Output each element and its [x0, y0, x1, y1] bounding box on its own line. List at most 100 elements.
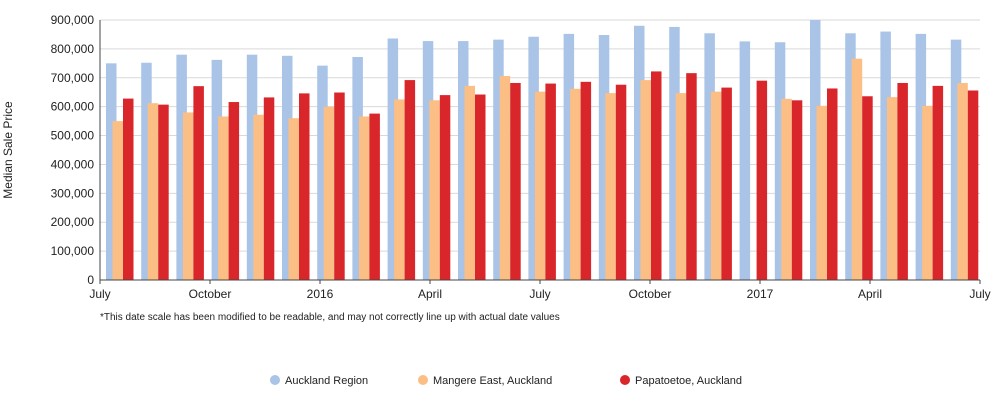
bar-papatoetoe-auckland	[123, 98, 134, 280]
bar-auckland-region	[211, 59, 223, 281]
bar-auckland-region	[810, 20, 821, 280]
bar-papatoetoe-auckland	[193, 86, 204, 280]
bar-mangere-east-auckland	[781, 98, 792, 281]
bar-papatoetoe-auckland	[404, 80, 416, 280]
bar-papatoetoe-auckland	[334, 92, 345, 280]
bar-mangere-east-auckland	[851, 58, 863, 281]
y-axis-title: Median Sale Price	[1, 101, 15, 199]
y-tick-label: 700,000	[51, 71, 95, 85]
x-tick-label: 2016	[307, 287, 334, 301]
legend-item: Auckland Region	[270, 375, 368, 387]
bar-mangere-east-auckland	[816, 105, 827, 280]
y-tick-label: 600,000	[51, 100, 95, 114]
bar-auckland-region	[774, 42, 786, 280]
bar-auckland-region	[246, 54, 258, 280]
bar-papatoetoe-auckland	[545, 83, 556, 280]
x-tick-label: April	[858, 287, 882, 301]
x-tick-label: July	[529, 287, 550, 301]
bar-auckland-region	[422, 41, 434, 281]
bar-auckland-region	[634, 25, 645, 281]
bar-mangere-east-auckland	[675, 93, 687, 280]
bar-papatoetoe-auckland	[158, 104, 169, 280]
bar-mangere-east-auckland	[957, 82, 968, 280]
bar-auckland-region	[704, 33, 715, 280]
bar-papatoetoe-auckland	[932, 85, 944, 281]
bar-mangere-east-auckland	[323, 106, 335, 280]
bar-papatoetoe-auckland	[897, 82, 908, 280]
bar-papatoetoe-auckland	[967, 90, 979, 281]
bar-mangere-east-auckland	[429, 100, 440, 280]
y-tick-label: 100,000	[51, 244, 95, 258]
legend-item: Papatoetoe, Auckland	[620, 375, 742, 387]
bars	[106, 20, 979, 281]
bar-auckland-region	[387, 38, 399, 280]
bar-auckland-region	[880, 31, 891, 281]
axes: 0 100,000 200,000 300,000 400,000 500,000 600,…	[51, 13, 991, 301]
bar-papatoetoe-auckland	[686, 73, 697, 280]
legend-item: Mangere East, Auckland	[418, 375, 552, 387]
bar-auckland-region	[950, 39, 962, 280]
bar-mangere-east-auckland	[218, 116, 229, 281]
bar-mangere-east-auckland	[253, 114, 264, 280]
x-tick-label: October	[189, 287, 232, 301]
x-tick-label: April	[418, 287, 442, 301]
y-tick-label: 900,000	[51, 13, 95, 27]
bar-papatoetoe-auckland	[439, 95, 451, 280]
y-tick-label: 0	[87, 273, 94, 287]
x-tick-label: July	[89, 287, 110, 301]
bar-papatoetoe-auckland	[721, 87, 732, 280]
bar-mangere-east-auckland	[534, 91, 546, 280]
legend-label: Mangere East, Auckland	[433, 375, 552, 387]
bar-papatoetoe-auckland	[299, 93, 310, 280]
legend-label: Papatoetoe, Auckland	[635, 375, 742, 387]
bar-mangere-east-auckland	[464, 85, 475, 281]
bar-papatoetoe-auckland	[228, 102, 240, 280]
bar-auckland-region	[669, 26, 680, 281]
bar-papatoetoe-auckland	[615, 84, 627, 281]
bar-papatoetoe-auckland	[651, 71, 662, 280]
bar-papatoetoe-auckland	[475, 94, 486, 280]
y-tick-label: 400,000	[51, 157, 95, 171]
y-tick-label: 300,000	[51, 186, 95, 200]
legend-swatch	[620, 375, 630, 385]
bar-mangere-east-auckland	[358, 116, 370, 281]
bar-papatoetoe-auckland	[263, 97, 275, 280]
bar-mangere-east-auckland	[288, 118, 299, 280]
bar-auckland-region	[282, 55, 293, 280]
date-scale-footnote: *This date scale has been modified to be…	[100, 312, 560, 323]
bar-auckland-region	[352, 56, 363, 281]
bar-mangere-east-auckland	[710, 91, 722, 280]
legend-swatch	[418, 375, 428, 385]
bar-auckland-region	[739, 41, 751, 280]
bar-papatoetoe-auckland	[510, 82, 521, 280]
bar-auckland-region	[141, 62, 152, 281]
bar-auckland-region	[493, 39, 504, 280]
bar-auckland-region	[317, 65, 328, 280]
y-tick-label: 200,000	[51, 215, 95, 229]
bar-mangere-east-auckland	[394, 99, 405, 280]
bar-auckland-region	[915, 33, 927, 281]
bar-papatoetoe-auckland	[580, 81, 592, 280]
bar-auckland-region	[106, 63, 117, 280]
bar-papatoetoe-auckland	[791, 100, 803, 280]
bar-auckland-region	[845, 33, 856, 280]
bar-papatoetoe-auckland	[862, 96, 873, 281]
bar-mangere-east-auckland	[499, 76, 511, 280]
legend-swatch	[270, 375, 280, 385]
bar-mangere-east-auckland	[605, 93, 616, 280]
legend: Auckland Region Mangere East, Auckland Pap…	[270, 375, 742, 387]
bar-auckland-region	[528, 36, 539, 281]
bar-mangere-east-auckland	[147, 103, 159, 280]
bar-papatoetoe-auckland	[827, 88, 838, 280]
legend-label: Auckland Region	[285, 375, 368, 387]
x-tick-label: October	[629, 287, 672, 301]
bar-mangere-east-auckland	[886, 97, 898, 280]
bar-mangere-east-auckland	[640, 80, 651, 280]
bar-auckland-region	[458, 41, 469, 281]
bar-auckland-region	[598, 35, 610, 280]
bar-papatoetoe-auckland	[756, 80, 768, 280]
bar-mangere-east-auckland	[570, 88, 581, 280]
bar-auckland-region	[563, 33, 575, 281]
